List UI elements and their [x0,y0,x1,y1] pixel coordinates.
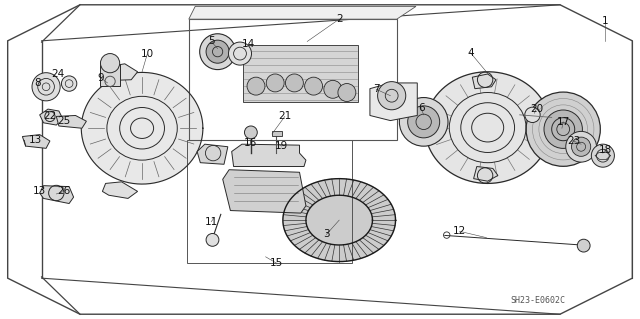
Text: 16: 16 [244,138,257,148]
Text: 13: 13 [29,135,42,145]
Text: 7: 7 [373,84,380,94]
Text: SH23-E0602C: SH23-E0602C [511,296,566,305]
Polygon shape [102,182,138,198]
Circle shape [32,73,60,101]
Circle shape [577,239,590,252]
Text: 18: 18 [599,145,612,155]
Text: 12: 12 [453,226,466,236]
Polygon shape [197,144,228,164]
Polygon shape [81,72,203,184]
Text: 14: 14 [242,39,255,49]
Circle shape [544,110,582,148]
Text: 24: 24 [51,69,64,79]
Polygon shape [56,115,86,128]
Circle shape [100,54,120,73]
Polygon shape [272,131,282,136]
Polygon shape [100,64,120,86]
Text: 19: 19 [275,141,288,151]
Polygon shape [472,74,496,89]
Polygon shape [370,83,417,121]
Circle shape [525,107,540,122]
Text: 1: 1 [602,16,608,26]
Text: 17: 17 [557,117,570,127]
Polygon shape [22,135,50,148]
Text: 23: 23 [567,136,580,146]
Polygon shape [283,179,396,262]
Text: 4: 4 [467,48,474,58]
Circle shape [526,92,600,166]
Circle shape [566,131,596,162]
Text: 3: 3 [323,229,330,240]
Text: 5: 5 [208,36,214,47]
Polygon shape [232,144,306,167]
Text: 13: 13 [33,186,46,197]
Circle shape [266,74,284,92]
Text: 6: 6 [418,103,424,114]
Circle shape [305,77,323,95]
Polygon shape [425,72,550,183]
Circle shape [378,82,406,110]
Text: 26: 26 [58,186,70,197]
Text: 22: 22 [44,111,56,122]
Circle shape [285,74,303,92]
Polygon shape [243,45,358,102]
Circle shape [200,34,236,70]
Text: 25: 25 [58,115,70,126]
Text: 8: 8 [34,78,40,88]
Circle shape [244,126,257,139]
Circle shape [591,144,614,167]
Polygon shape [189,6,416,19]
Circle shape [206,40,229,63]
Text: 2: 2 [336,14,342,24]
Polygon shape [223,170,306,213]
Circle shape [247,77,265,95]
Circle shape [408,106,440,138]
Circle shape [206,234,219,246]
Polygon shape [40,186,74,204]
Text: 11: 11 [205,217,218,227]
Text: 21: 21 [278,111,291,122]
Circle shape [61,76,77,91]
Circle shape [572,137,591,156]
Polygon shape [101,64,138,80]
Circle shape [228,42,252,65]
Text: 15: 15 [270,258,283,268]
Circle shape [324,80,342,98]
Text: 20: 20 [530,104,543,114]
Circle shape [399,98,448,146]
Text: 9: 9 [98,73,104,83]
Text: 10: 10 [141,49,154,59]
Polygon shape [40,109,63,125]
Circle shape [338,84,356,101]
Polygon shape [474,167,498,181]
